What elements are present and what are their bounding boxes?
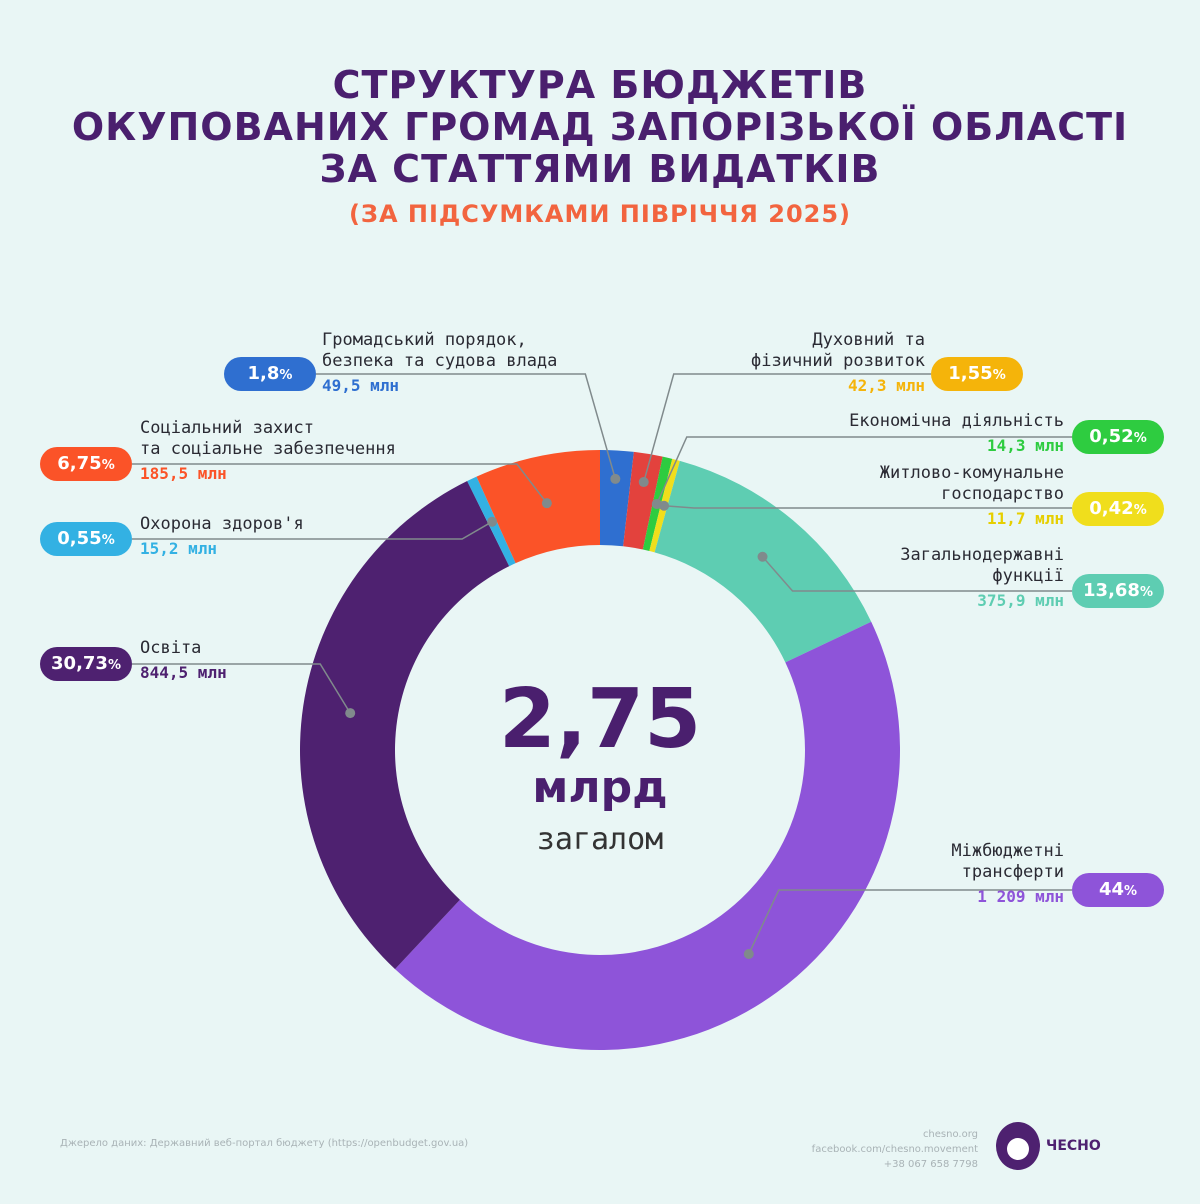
percent-badge: 30,73% — [40, 647, 132, 681]
leader-line — [132, 663, 351, 714]
leader-dot — [659, 500, 670, 511]
percent-value: 1,55 — [948, 363, 993, 384]
slice-amount: 14,3 млн — [986, 436, 1064, 455]
percent-sign: % — [1124, 884, 1138, 899]
title-line: СТРУКТУРА БЮДЖЕТІВ — [332, 63, 868, 107]
percent-value: 30,73 — [51, 653, 108, 674]
percent-badge: 0,42% — [1072, 492, 1164, 526]
chart-title: СТРУКТУРА БЮДЖЕТІВ ОКУПОВАНИХ ГРОМАД ЗАП… — [0, 64, 1200, 190]
percent-sign: % — [101, 533, 115, 548]
leader-line — [748, 889, 1072, 955]
slice-name: фізичний розвиток — [751, 351, 925, 371]
slice-name: Міжбюджетні — [951, 841, 1064, 861]
slice-name: безпека та судова влада — [322, 351, 558, 371]
percent-value: 0,55 — [57, 528, 102, 549]
slice-name: Охорона здоров'я — [140, 514, 304, 534]
slice-label: Громадський порядок, безпека та судова вл… — [322, 330, 557, 396]
donut-slice — [395, 621, 900, 1050]
slice-label: Міжбюджетні трансферти 1 209 млн — [951, 841, 1064, 907]
percent-value: 0,42 — [1089, 498, 1134, 519]
percent-sign: % — [1139, 585, 1153, 600]
leader-line — [316, 373, 617, 480]
leader-line — [656, 436, 1072, 505]
slice-name: функції — [992, 566, 1064, 586]
percent-value: 44 — [1098, 879, 1125, 900]
slice-amount: 49,5 млн — [322, 376, 400, 395]
slice-label: Загальнодержавні функції 375,9 млн — [900, 545, 1064, 611]
total-unit: млрд — [532, 762, 668, 813]
percent-badge: 1,8% — [224, 357, 316, 391]
percent-value: 13,68 — [1083, 580, 1140, 601]
percent-sign: % — [107, 658, 121, 673]
leader-dot — [610, 473, 621, 484]
facebook-link[interactable]: facebook.com/chesno.movement — [811, 1144, 978, 1155]
slice-label: Економічна діяльність 14,3 млн — [849, 411, 1064, 456]
chart-subtitle: (ЗА ПІДСУМКАМИ ПІВРІЧЧЯ 2025) — [348, 200, 852, 228]
slice-name: Економічна діяльність — [849, 411, 1064, 431]
site-link[interactable]: chesno.org — [922, 1129, 978, 1140]
percent-badge: 0,55% — [40, 522, 132, 556]
total-caption: загалом — [536, 822, 664, 857]
slice-name: Освіта — [140, 638, 202, 658]
percent-badge: 0,52% — [1072, 420, 1164, 454]
donut-slice — [300, 481, 510, 970]
donut-slice — [623, 451, 663, 550]
percent-sign: % — [1133, 503, 1147, 518]
slice-amount: 844,5 млн — [140, 663, 227, 682]
slice-amount: 1 209 млн — [977, 887, 1064, 906]
percent-badge: 6,75% — [40, 447, 132, 481]
slice-name: Житлово-комунальне — [879, 463, 1064, 483]
percent-sign: % — [1133, 431, 1147, 446]
slice-name: Духовний та — [812, 330, 925, 350]
percent-badge: 1,55% — [931, 357, 1023, 391]
slice-name: Громадський порядок, — [322, 330, 527, 350]
title-line: ОКУПОВАНИХ ГРОМАД ЗАПОРІЗЬКОЇ ОБЛАСТІ — [71, 105, 1129, 149]
percent-badge: 13,68% — [1072, 574, 1164, 608]
percent-sign: % — [101, 458, 115, 473]
slice-name: та соціальне забезпечення — [140, 439, 396, 459]
slice-name: господарство — [941, 484, 1064, 504]
slice-name: Соціальний захист — [140, 418, 314, 438]
slice-name: Загальнодержавні — [900, 545, 1064, 565]
percent-value: 1,8 — [247, 363, 280, 384]
leader-line — [132, 521, 493, 540]
leader-line — [132, 463, 548, 504]
leader-line — [643, 373, 931, 483]
slice-label: Охорона здоров'я 15,2 млн — [140, 514, 304, 559]
phone: +38 067 658 7798 — [883, 1159, 978, 1170]
contacts: chesno.org facebook.com/chesno.movement … — [812, 1127, 978, 1172]
donut-slice — [600, 450, 634, 547]
source-note: Джерело даних: Державний веб-портал бюдж… — [60, 1138, 469, 1149]
leader-dot — [757, 551, 768, 562]
slice-label: Соціальний захист та соціальне забезпечен… — [140, 418, 396, 484]
slice-amount: 375,9 млн — [977, 591, 1064, 610]
slice-label: Духовний та фізичний розвиток 42,3 млн — [751, 330, 925, 396]
leader-line — [663, 505, 1072, 509]
leader-dot — [743, 948, 754, 959]
title-line: ЗА СТАТТЯМИ ВИДАТКІВ — [319, 147, 881, 191]
slice-label: Освіта 844,5 млн — [140, 638, 227, 683]
percent-value: 6,75 — [57, 453, 102, 474]
total-value: 2,75 — [498, 672, 702, 767]
slice-name: трансферти — [961, 862, 1064, 882]
percent-sign: % — [279, 368, 293, 383]
percent-value: 0,52 — [1089, 426, 1134, 447]
percent-badge: 44% — [1072, 873, 1164, 907]
garlic-logo-icon — [996, 1122, 1040, 1170]
donut-slice — [476, 450, 600, 564]
logo-text: ЧЕСНО — [1046, 1138, 1101, 1154]
leader-dot — [345, 708, 356, 719]
slice-amount: 42,3 млн — [847, 376, 925, 395]
leader-line — [761, 556, 1072, 592]
percent-sign: % — [992, 368, 1006, 383]
leader-dot — [541, 498, 552, 509]
slice-label: Житлово-комунальне господарство 11,7 млн — [880, 463, 1064, 529]
leader-dot — [487, 516, 498, 527]
slice-amount: 185,5 млн — [140, 464, 227, 483]
slice-amount: 15,2 млн — [140, 539, 218, 558]
slice-amount: 11,7 млн — [986, 509, 1064, 528]
leader-dot — [638, 477, 649, 488]
